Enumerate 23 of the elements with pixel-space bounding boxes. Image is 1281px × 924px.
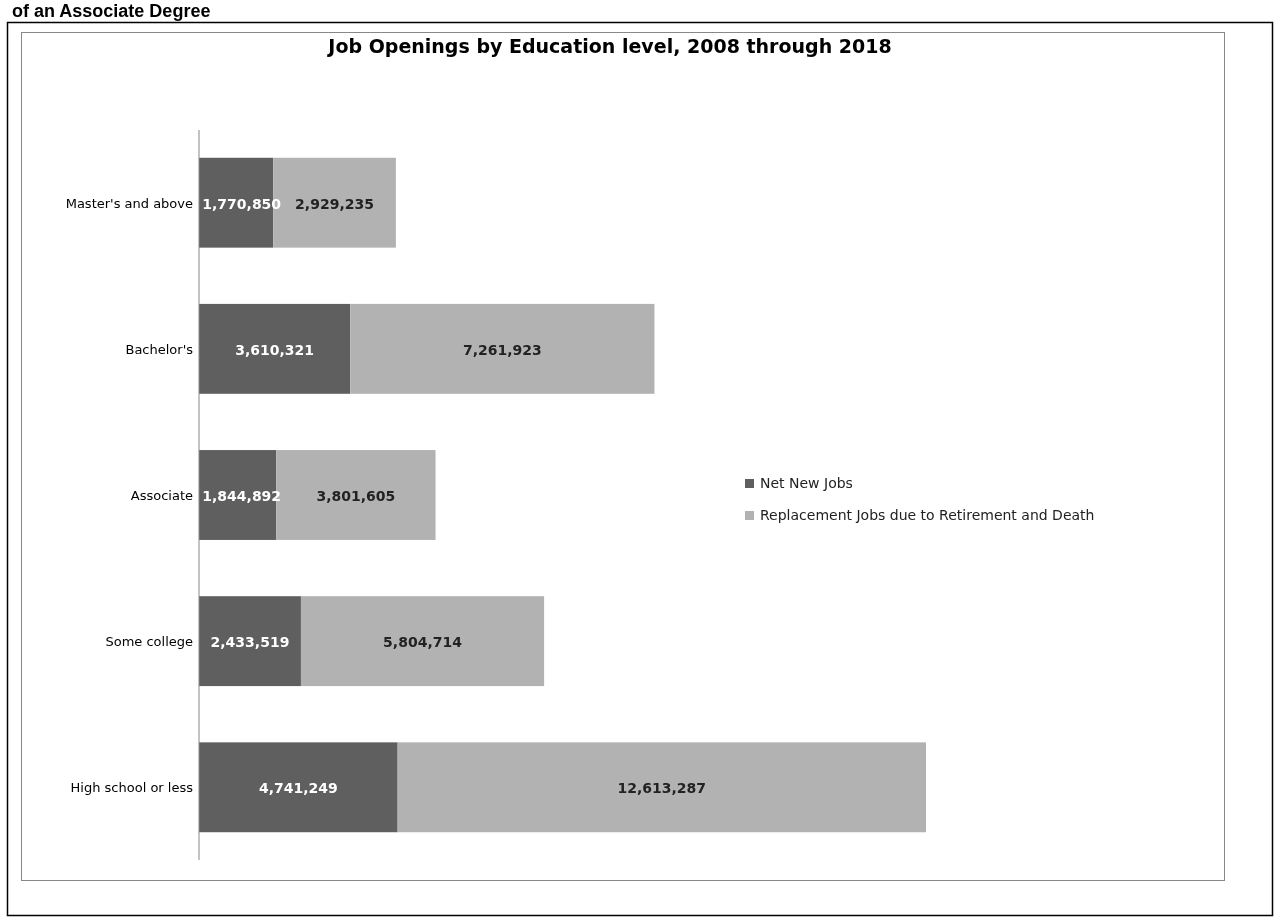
data-label: 5,804,714 [383, 634, 463, 651]
data-label: 2,929,235 [295, 195, 374, 212]
data-label: 4,741,249 [258, 780, 338, 797]
data-label: 3,801,605 [316, 488, 396, 504]
y-tick-label: Associate [130, 488, 193, 503]
bar [397, 742, 926, 833]
chart-title: Job Openings by Education level, 2008 through 2018 [326, 35, 892, 57]
y-tick-label: Master's and above [65, 195, 193, 211]
data-label: 2,433,519 [210, 634, 290, 651]
bar [199, 596, 301, 687]
y-tick-label: Bachelor's [125, 341, 194, 357]
legend-label: Net New Jobs [760, 475, 853, 491]
data-label: 12,613,287 [617, 780, 707, 797]
bar [199, 303, 351, 394]
bar [350, 303, 655, 394]
legend-label: Replacement Jobs due to Retirement and Death [760, 507, 1095, 523]
text: of an Associate Degree [12, 1, 211, 21]
y-tick-label: High school or less [70, 780, 194, 796]
bar [199, 742, 398, 833]
y-tick-label: Some college [105, 634, 193, 650]
data-label: 3,610,321 [235, 341, 315, 358]
data-label: 7,261,923 [462, 341, 542, 358]
bar [300, 596, 545, 687]
